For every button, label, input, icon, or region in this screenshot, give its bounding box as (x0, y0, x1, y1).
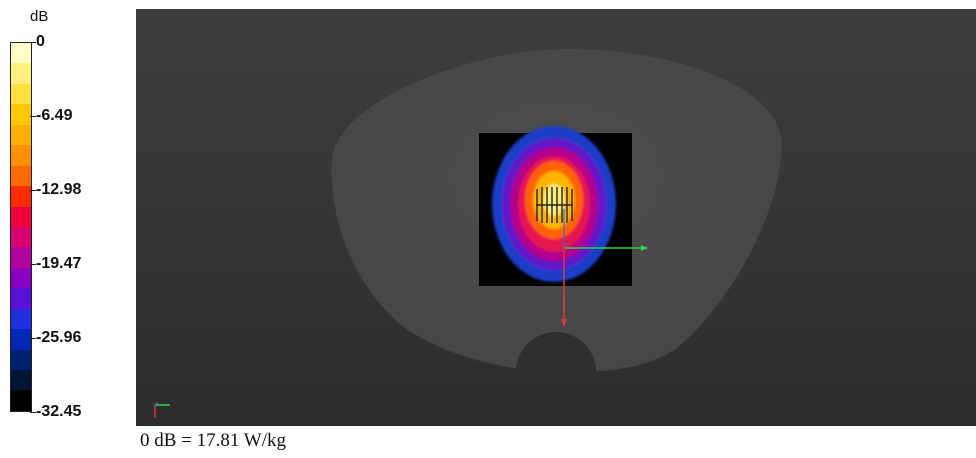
sar-heatmap (479, 126, 632, 286)
colorbar-tick-mark (30, 412, 36, 413)
colorbar-segment (11, 226, 31, 248)
colorbar-segment (11, 43, 31, 64)
legend-unit-label: dB (30, 8, 49, 25)
colorbar-segment (11, 186, 31, 207)
sar-3d-viewport[interactable] (136, 9, 976, 426)
colorbar-tick-mark (30, 116, 36, 117)
colorbar-legend: dB 0 -6.49 -12.98 -19.47 -25.96 -32.45 (0, 0, 136, 430)
axis-x-arrow (641, 245, 648, 251)
axis-y-arrow (561, 319, 567, 327)
colorbar-segment (11, 104, 31, 125)
colorbar-tick-mark (30, 42, 36, 43)
colorbar-segment (11, 247, 31, 268)
colorbar-segment (11, 308, 31, 330)
colorbar-segment (11, 165, 31, 187)
colorbar-segment (11, 124, 31, 146)
colorbar-segment (11, 83, 31, 105)
colorbar-scale (10, 42, 32, 412)
colorbar-tick-label: -12.98 (36, 181, 82, 198)
colorbar-tick-label: -19.47 (36, 255, 82, 272)
colorbar-tick-label: -32.45 (36, 403, 82, 420)
colorbar-segment (11, 329, 31, 350)
orientation-triad-icon (154, 402, 170, 418)
colorbar-segment (11, 63, 31, 84)
colorbar-tick-label: -25.96 (36, 329, 82, 346)
colorbar-segment (11, 288, 31, 309)
colorbar-segment (11, 206, 31, 227)
phantom-bottom-dome (516, 332, 596, 372)
colorbar-tick-mark (30, 190, 36, 191)
colorbar-tick-label: 0 (36, 33, 45, 50)
colorbar-tick-label: -6.49 (36, 107, 73, 124)
colorbar-segment (11, 370, 31, 391)
colorbar-tick-mark (30, 338, 36, 339)
colorbar-segment (11, 390, 31, 411)
colorbar-segment (11, 349, 31, 370)
peak-grid (536, 187, 573, 223)
sar-scene (154, 49, 782, 418)
colorbar-segment (11, 267, 31, 289)
reference-value-caption: 0 dB = 17.81 W/kg (140, 430, 287, 451)
sar-contour-band (543, 184, 565, 216)
coordinate-axes[interactable] (561, 209, 648, 327)
colorbar-tick-mark (30, 264, 36, 265)
colorbar-segment (11, 145, 31, 166)
